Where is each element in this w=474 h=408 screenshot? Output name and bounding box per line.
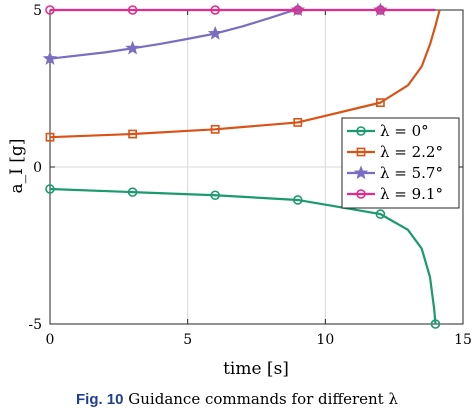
series-1-marker-4 [375,98,385,108]
series-2-marker-2 [207,25,223,40]
series-3 [45,5,436,15]
series-1-marker-3 [293,118,303,127]
series-1-marker-1 [128,129,137,139]
legend: λ = 0° λ = 2.2° λ = 5.7° λ = 9.1° [341,117,460,209]
x-axis-label-text: time [s] [223,359,289,379]
series-3-marker-4 [375,5,386,15]
series-1 [45,9,441,142]
legend-marker-2 [353,165,369,180]
legend-label-2: λ = 5.7° [380,164,443,182]
series-2-marker-0 [42,51,58,65]
y-tick-label-1: 0 [33,160,42,176]
x-tick-label-2: 10 [316,332,334,348]
series-3-marker-2 [210,5,220,15]
series-1-marker-2 [210,124,220,134]
figure-caption: Fig. 10 Guidance commands for different … [0,390,474,408]
series-line-1 [49,9,441,139]
y-tick-label-2: 5 [33,3,42,19]
series-0-marker-3 [292,195,303,205]
series-line-0 [49,187,437,325]
legend-marker-1 [356,147,366,157]
series-2-marker-1 [125,40,140,55]
y-axis-label-text: a_I [g] [7,139,27,194]
y-axis-label: a_I [g] [7,139,27,194]
figure-caption-text: Guidance commands for different λ [128,390,398,408]
series-0-marker-4 [375,209,386,219]
x-axis-label: time [s] [223,359,289,379]
series-0-marker-2 [210,190,220,201]
legend-label-3: λ = 9.1° [380,185,443,203]
tick-labels: 0 5 10 15-505 [28,3,472,348]
x-tick-label-1: 5 [183,332,192,348]
series-1-marker-0 [45,132,55,142]
series-0 [45,184,441,329]
x-tick-label-3: 15 [454,332,472,348]
figure-number: Fig. 10 [75,391,124,408]
series-0-marker-1 [127,187,138,197]
series-line-2 [49,8,299,60]
series-layer [42,2,441,329]
series-3-marker-0 [45,5,55,15]
series-3-marker-1 [127,5,138,15]
series-0-marker-0 [45,184,55,194]
y-tick-label-0: -5 [28,317,42,333]
series-0-marker-5 [430,319,441,329]
legend-marker-0 [356,126,366,136]
legend-marker-3 [356,189,366,199]
legend-label-1: λ = 2.2° [380,143,443,161]
series-2 [42,2,388,65]
legend-label-0: λ = 0° [380,122,429,140]
x-tick-label-0: 0 [46,332,55,348]
series-3-marker-3 [292,5,303,15]
